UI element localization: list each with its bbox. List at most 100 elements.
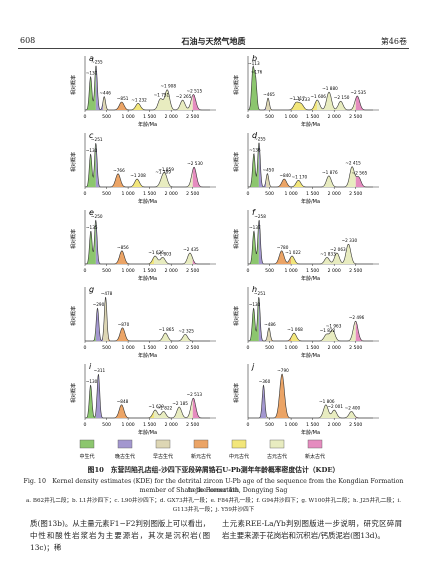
era-fill: [258, 143, 267, 187]
peak-label: ~478: [101, 291, 113, 296]
x-tick-label: 2 000: [165, 345, 178, 351]
peak-label: ~360: [259, 379, 271, 384]
peak-label: ~446: [99, 91, 111, 96]
peak-label: ~1 629: [148, 404, 164, 409]
kde-curve: [85, 219, 210, 265]
era-fill: [355, 220, 369, 264]
x-tick-label: 1 500: [143, 345, 156, 351]
x-tick-label: 2 500: [349, 422, 362, 428]
kde-curve: [85, 142, 210, 188]
era-fill: [108, 66, 129, 110]
x-tick-label: 0: [247, 114, 250, 120]
y-axis-label: 相对概率: [233, 152, 240, 172]
body-text: 土元素REE-La/Yb判别图版进一步说明，研究区碎屑岩主要来源于花岗岩和沉积岩…: [222, 519, 402, 540]
x-tick-label: 2 000: [165, 191, 178, 197]
legend-label: 新元古代: [191, 453, 211, 460]
peak-label: ~1 822: [157, 405, 173, 410]
peak-label: ~2 535: [351, 90, 367, 95]
peak-label: ~1 789: [155, 170, 171, 175]
x-tick-label: 1 000: [122, 268, 135, 274]
era-fill: [103, 297, 109, 341]
peak-label: ~840: [279, 173, 291, 178]
peak-label: ~2 496: [349, 315, 365, 320]
era-fill: [85, 66, 96, 110]
era-fill: [128, 374, 154, 418]
x-tick-label: 1 500: [143, 191, 156, 197]
legend-label: 早古生代: [153, 453, 173, 460]
era-fill: [258, 66, 267, 110]
peak-label: ~311: [94, 368, 106, 373]
panel-label: i: [89, 362, 92, 371]
peak-label: ~255: [91, 59, 103, 64]
x-tick-label: 2 000: [328, 114, 341, 120]
legend-label: 中生代: [79, 453, 94, 460]
era-fill: [316, 374, 356, 418]
legend-swatch: [155, 439, 171, 449]
peak-label: ~1 880: [322, 86, 338, 91]
x-tick-label: 1 000: [285, 345, 298, 351]
x-tick-label: 1 000: [122, 345, 135, 351]
legend-swatch: [117, 439, 133, 449]
x-tick-label: 1 000: [122, 191, 135, 197]
peak-label: ~136: [249, 148, 261, 153]
y-axis-label: 相对概率: [233, 306, 240, 326]
peak-label: ~1 963: [326, 324, 342, 329]
era-fill: [291, 66, 317, 110]
era-fill: [271, 297, 292, 341]
peak-label: ~130: [86, 71, 98, 76]
x-tick-label: 2 500: [349, 345, 362, 351]
peak-label: ~2 400: [345, 405, 361, 410]
kde-curve: [247, 65, 373, 111]
era-fill: [103, 143, 109, 187]
peak-label: ~258: [254, 214, 266, 219]
peak-label: ~176: [251, 70, 263, 75]
peak-label: ~2 330: [342, 238, 358, 243]
era-fill: [248, 374, 259, 418]
x-tick-label: 0: [247, 191, 250, 197]
peak-label: ~1 908: [160, 84, 176, 89]
kde-curve: [85, 373, 210, 419]
x-tick-label: 500: [265, 268, 274, 274]
peak-label: ~856: [117, 245, 129, 250]
peak-label: ~2 565: [352, 171, 368, 176]
x-axis-label: 年龄/Ma: [301, 198, 320, 205]
peak-label: ~1 117: [289, 96, 305, 101]
era-fill: [85, 220, 96, 264]
era-fill: [355, 66, 369, 110]
peak-label: ~1 833: [320, 251, 336, 256]
peak-label: ~1 751: [154, 93, 170, 98]
peak-label: ~2 415: [345, 161, 361, 166]
x-tick-label: 1 000: [122, 114, 135, 120]
x-tick-label: 0: [84, 422, 87, 428]
y-axis-label: 相对概率: [70, 229, 77, 249]
peak-label: ~1 233: [294, 97, 310, 102]
peak-label: ~790: [277, 368, 289, 373]
kde-curve: [248, 142, 373, 188]
x-tick-label: 1 000: [122, 422, 135, 428]
peak-label: ~1 806: [319, 399, 335, 404]
peak-label: ~2 150: [334, 95, 350, 100]
era-fill: [248, 220, 259, 264]
era-fill: [258, 220, 267, 264]
x-tick-label: 1 500: [306, 114, 319, 120]
legend-label: 晚古生代: [115, 453, 135, 460]
y-axis-label: 相对概率: [70, 152, 77, 172]
era-fill: [266, 374, 272, 418]
peak-label: ~1 626: [148, 250, 164, 255]
peak-label: ~2 515: [187, 88, 203, 93]
y-axis-label: 相对概率: [70, 75, 77, 95]
peak-label: ~2 063: [330, 247, 346, 252]
x-tick-label: 1 500: [143, 114, 156, 120]
volume: 第46卷: [380, 37, 407, 46]
kde-curve: [85, 296, 210, 342]
peak-label: ~848: [117, 399, 129, 404]
x-axis-label: 年龄/Ma: [301, 352, 320, 359]
legend-swatch: [269, 439, 285, 449]
era-fill: [192, 66, 206, 110]
x-tick-label: 500: [102, 345, 111, 351]
era-fill: [95, 374, 104, 418]
x-tick-label: 0: [84, 345, 87, 351]
era-fill: [153, 220, 193, 264]
caption-cn: 图10 东营凹陷孔店组-沙四下亚段碎屑锆石U-Pb测年年龄概率密度估计（KDE）: [87, 466, 340, 474]
era-fill: [291, 374, 317, 418]
